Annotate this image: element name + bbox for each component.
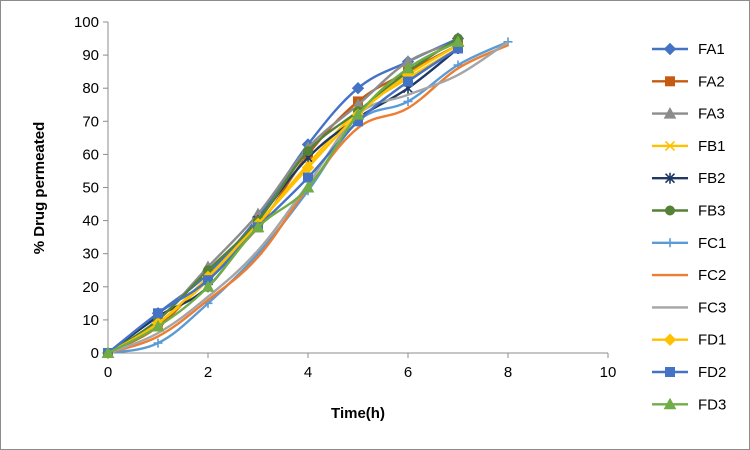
legend-marker xyxy=(663,42,677,56)
series-fd3 xyxy=(101,35,465,358)
y-tick-label: 90 xyxy=(82,47,99,64)
data-point-fd3 xyxy=(201,280,215,292)
data-point-fd2 xyxy=(153,308,163,319)
legend-marker xyxy=(663,333,677,346)
legend-marker xyxy=(665,367,675,377)
legend-item-fb3: FB3 xyxy=(652,203,726,220)
legend: FA1 FA2 FA3 FB1 FB2 FB3 FC1 FC2 FC3 FD1 FD2 FD3 xyxy=(652,41,726,413)
x-tick-label: 8 xyxy=(504,364,512,381)
legend-marker xyxy=(664,172,676,184)
data-point-fd3 xyxy=(101,346,115,358)
legend-marker xyxy=(665,238,675,248)
legend-item-fc3: FC3 xyxy=(652,299,726,316)
series-line-fd3 xyxy=(107,40,459,355)
legend-item-fc2: FC2 xyxy=(652,267,726,284)
data-point-fc1 xyxy=(403,96,413,106)
series-line-fb2 xyxy=(107,47,459,354)
series-line-fb1 xyxy=(107,47,459,355)
y-tick-label: 10 xyxy=(82,312,99,329)
legend-item-fd2: FD2 xyxy=(652,364,726,381)
axes: 0 10 20 30 40 50 60 70 80 90 100 0 2 4 6 8 10 xyxy=(74,14,616,381)
data-point-fd3 xyxy=(351,108,365,120)
legend-label: FB3 xyxy=(698,203,726,220)
series-line-fb3 xyxy=(107,37,459,355)
legend-label: FB2 xyxy=(698,170,726,187)
legend-label: FD1 xyxy=(698,332,726,349)
legend-marker xyxy=(664,140,676,151)
data-point-fd2 xyxy=(303,172,313,183)
y-tick-label: 30 xyxy=(82,246,99,263)
data-point-fd3 xyxy=(401,61,415,74)
legend-marker xyxy=(663,397,677,410)
x-tick-label: 0 xyxy=(104,364,112,381)
series-line-fd2 xyxy=(107,47,459,354)
data-point-fc1 xyxy=(153,338,163,348)
x-tick-label: 4 xyxy=(304,364,312,381)
data-point-fb3 xyxy=(303,146,313,157)
legend-item-fb1: FB1 xyxy=(652,138,726,155)
data-point-fd3 xyxy=(451,35,465,47)
legend-item-fa1: FA1 xyxy=(652,41,725,58)
legend-marker xyxy=(663,107,677,119)
legend-item-fb2: FB2 xyxy=(652,170,726,187)
data-point-fd3 xyxy=(251,220,265,233)
y-tick-label: 0 xyxy=(91,345,99,362)
legend-item-fa2: FA2 xyxy=(652,73,725,90)
y-tick-label: 40 xyxy=(82,213,99,230)
legend-label: FC1 xyxy=(698,235,726,252)
legend-marker xyxy=(665,205,675,216)
legend-label: FD2 xyxy=(698,364,726,381)
legend-label: FC2 xyxy=(698,267,726,284)
legend-item-fa3: FA3 xyxy=(652,106,725,123)
legend-label: FB1 xyxy=(698,138,726,155)
series-layer xyxy=(101,32,513,360)
legend-item-fd1: FD1 xyxy=(652,332,726,349)
x-tick-label: 6 xyxy=(404,364,412,381)
data-point-fa1 xyxy=(351,81,365,95)
y-tick-label: 50 xyxy=(82,180,99,197)
x-tick-label: 2 xyxy=(204,364,212,381)
data-point-fd2 xyxy=(403,76,413,87)
y-tick-label: 70 xyxy=(82,113,99,130)
y-tick-label: 100 xyxy=(74,14,99,31)
legend-label: FD3 xyxy=(698,396,726,413)
legend-item-fd3: FD3 xyxy=(652,396,726,413)
x-axis-title: Time(h) xyxy=(331,405,385,422)
x-tick-label: 10 xyxy=(600,364,617,381)
legend-label: FA1 xyxy=(698,41,725,58)
data-point-fd3 xyxy=(301,180,315,193)
y-tick-label: 80 xyxy=(82,80,99,97)
y-axis-title: % Drug permeated xyxy=(31,122,48,255)
y-tick-label: 20 xyxy=(82,279,99,296)
legend-label: FA2 xyxy=(698,73,725,90)
legend-label: FA3 xyxy=(698,106,725,123)
data-point-fd3 xyxy=(151,319,165,332)
legend-item-fc1: FC1 xyxy=(652,235,726,252)
y-tick-label: 60 xyxy=(82,146,99,163)
legend-label: FC3 xyxy=(698,299,726,316)
series-line-fd1 xyxy=(107,44,459,355)
legend-marker xyxy=(665,76,675,87)
